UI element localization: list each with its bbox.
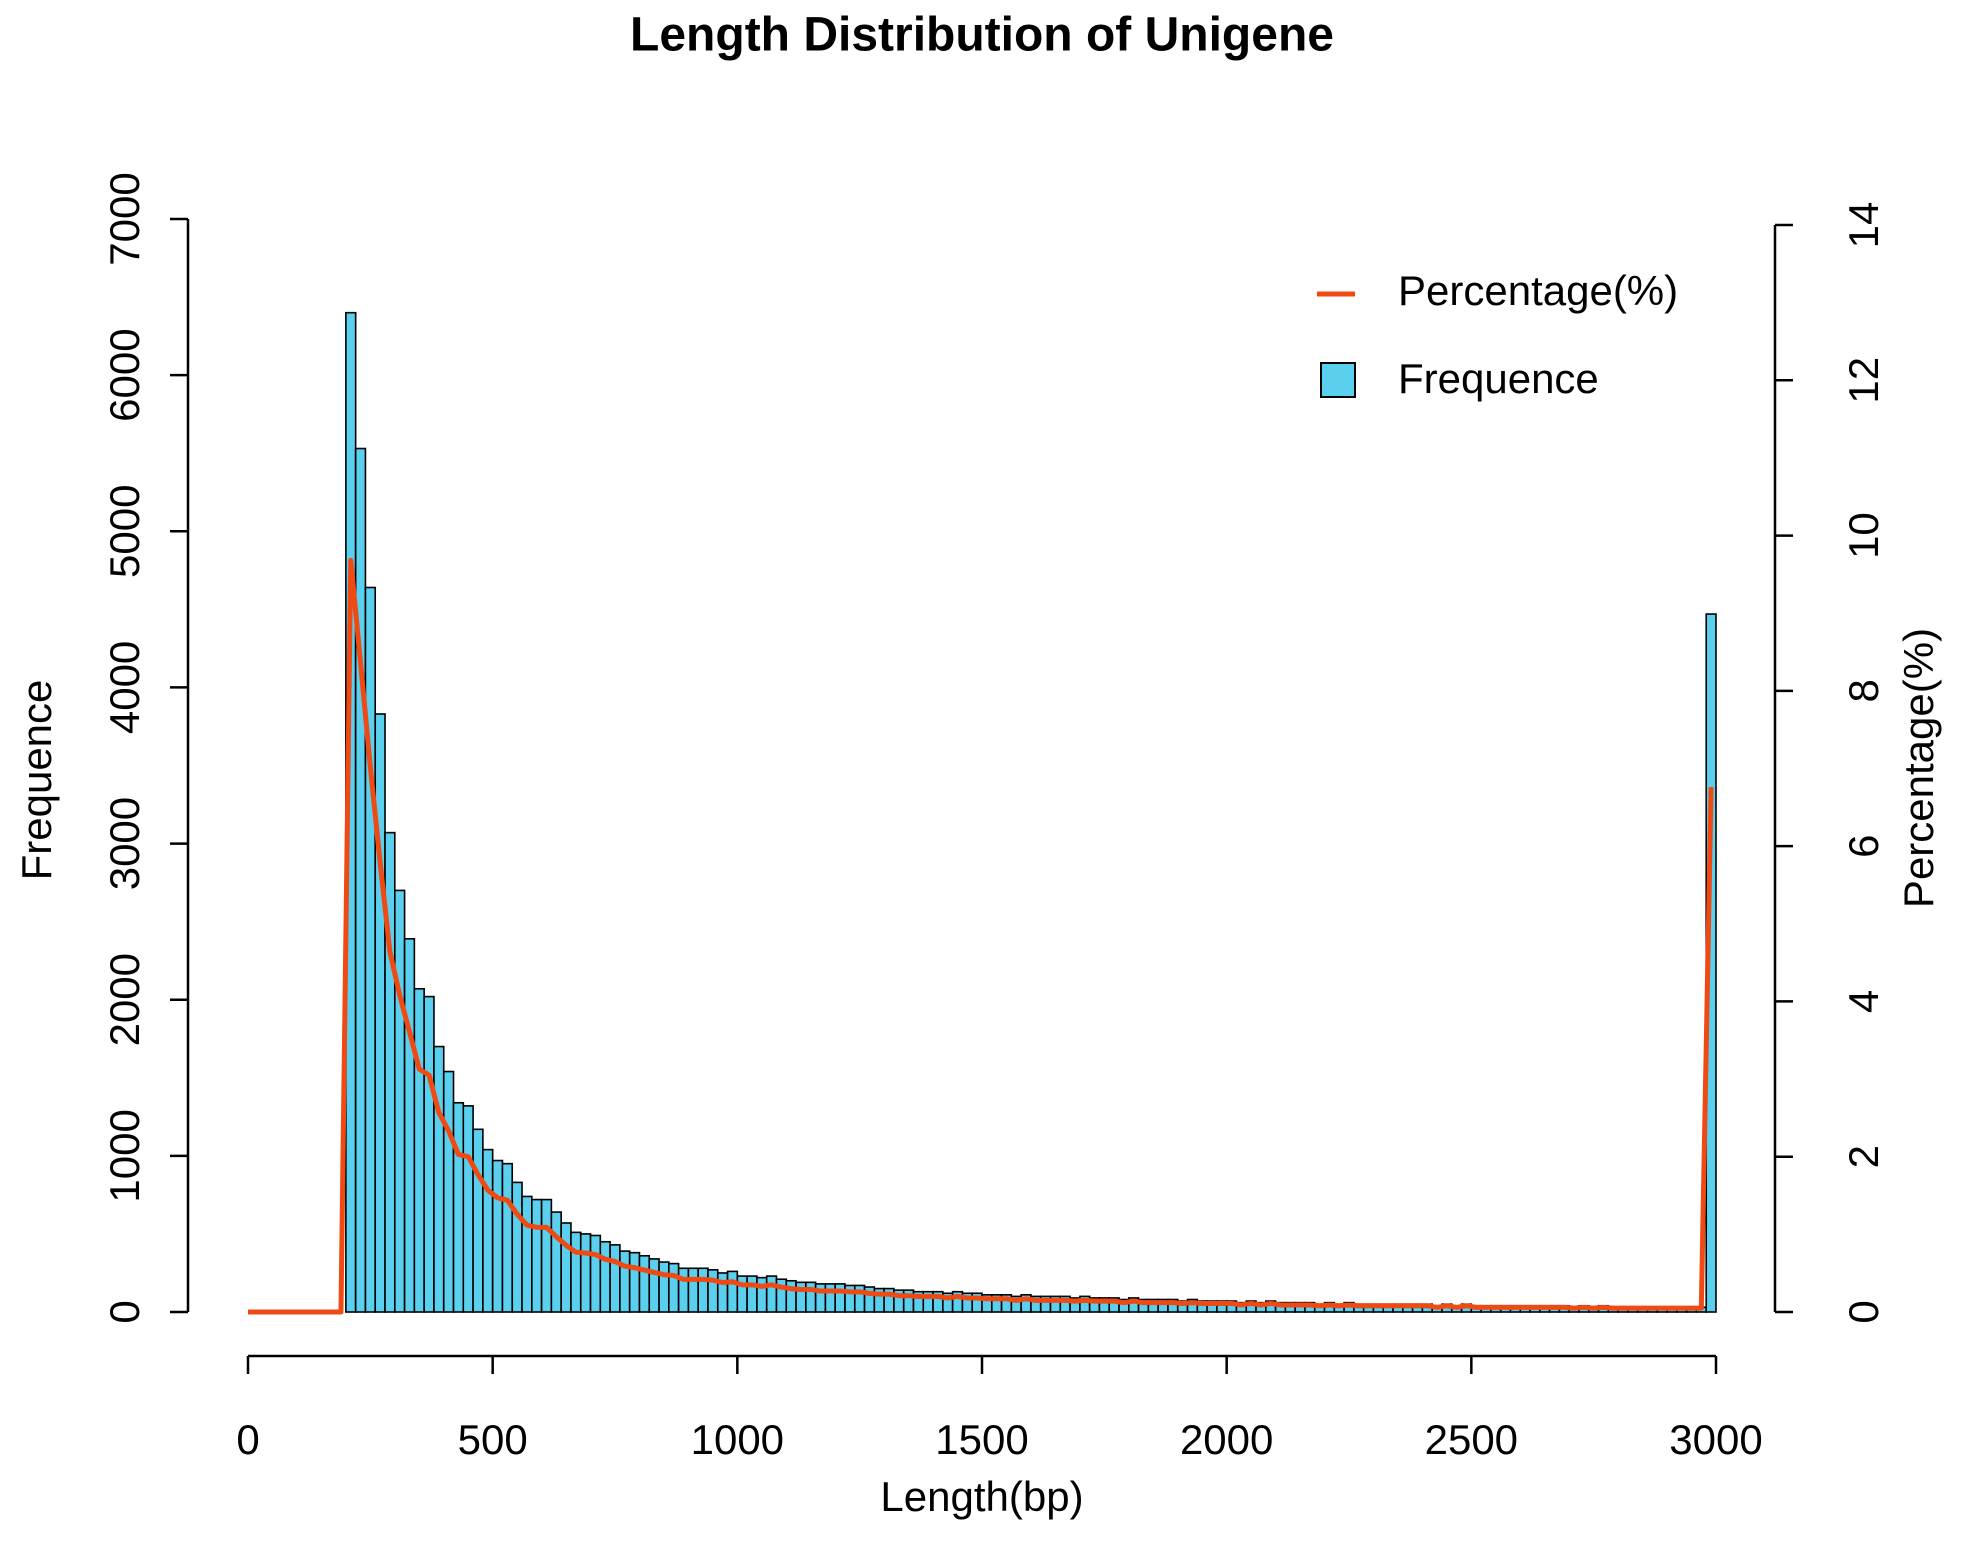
- bar: [521, 1195, 533, 1313]
- y-tick-label: 2000: [101, 953, 148, 1046]
- bar: [756, 1276, 768, 1313]
- bar: [393, 889, 406, 1313]
- y2-tick-label: 14: [1840, 202, 1887, 249]
- legend-label: Percentage(%): [1398, 267, 1678, 314]
- bar: [765, 1275, 778, 1313]
- bar: [726, 1270, 739, 1313]
- bar: [413, 987, 425, 1313]
- y-tick-label: 0: [101, 1300, 148, 1323]
- bar: [668, 1262, 680, 1313]
- bar: [472, 1128, 484, 1313]
- bar: [687, 1267, 699, 1313]
- bar: [403, 938, 416, 1313]
- bar: [609, 1244, 621, 1313]
- bar: [746, 1275, 758, 1313]
- bar: [462, 1105, 474, 1313]
- bar: [638, 1254, 651, 1313]
- bar: [433, 1045, 445, 1313]
- bar: [834, 1283, 846, 1313]
- x-tick-label: 500: [458, 1416, 528, 1463]
- x-axis-label: Length(bp): [880, 1473, 1083, 1520]
- bar: [716, 1272, 729, 1313]
- bar: [560, 1222, 572, 1313]
- y2-axis-label: Percentage(%): [1895, 628, 1942, 908]
- y-tick-label: 6000: [101, 328, 148, 421]
- bar: [579, 1233, 592, 1313]
- y2-tick-label: 4: [1840, 990, 1887, 1013]
- y-tick-label: 3000: [101, 797, 148, 890]
- legend-bar-swatch: [1320, 362, 1356, 398]
- bar: [491, 1159, 504, 1313]
- x-tick-label: 2000: [1180, 1416, 1273, 1463]
- chart-title: Length Distribution of Unigene: [630, 9, 1334, 62]
- bar: [482, 1148, 494, 1313]
- bar: [511, 1181, 523, 1313]
- legend-label: Frequence: [1398, 355, 1599, 402]
- bar: [531, 1198, 543, 1313]
- y-tick-label: 4000: [101, 641, 148, 734]
- bar: [824, 1283, 836, 1313]
- bar: [452, 1101, 465, 1313]
- bar: [707, 1269, 719, 1313]
- bar: [589, 1234, 602, 1313]
- bar: [364, 586, 377, 1313]
- bar: [677, 1267, 690, 1313]
- bar: [374, 713, 386, 1313]
- bar: [501, 1162, 514, 1313]
- bar: [658, 1261, 670, 1313]
- y-tick-label: 1000: [101, 1109, 148, 1202]
- bar: [570, 1231, 582, 1313]
- bar: [442, 1070, 455, 1313]
- bar: [540, 1198, 553, 1313]
- bar: [619, 1250, 631, 1313]
- x-tick-label: 1000: [691, 1416, 784, 1463]
- y2-tick-label: 0: [1840, 1300, 1887, 1323]
- y2-tick-label: 12: [1840, 357, 1887, 404]
- y-tick-label: 5000: [101, 485, 148, 578]
- bar: [354, 447, 367, 1313]
- bar: [697, 1267, 709, 1313]
- bar: [599, 1240, 611, 1313]
- bar: [550, 1211, 562, 1313]
- bar: [785, 1279, 797, 1313]
- y2-tick-label: 6: [1840, 834, 1887, 857]
- y2-tick-label: 10: [1840, 512, 1887, 559]
- y2-tick-label: 8: [1840, 679, 1887, 702]
- y2-tick-label: 2: [1840, 1145, 1887, 1168]
- bar: [805, 1281, 817, 1313]
- y-tick-label: 7000: [101, 172, 148, 265]
- bar: [648, 1258, 660, 1313]
- percentage-line: [248, 557, 1714, 1315]
- x-tick-label: 2500: [1425, 1416, 1518, 1463]
- bar: [423, 995, 435, 1313]
- x-tick-label: 0: [236, 1416, 259, 1463]
- y-axis-label: Frequence: [13, 680, 60, 881]
- x-tick-label: 3000: [1669, 1416, 1762, 1463]
- bar: [628, 1251, 641, 1313]
- x-tick-label: 1500: [935, 1416, 1028, 1463]
